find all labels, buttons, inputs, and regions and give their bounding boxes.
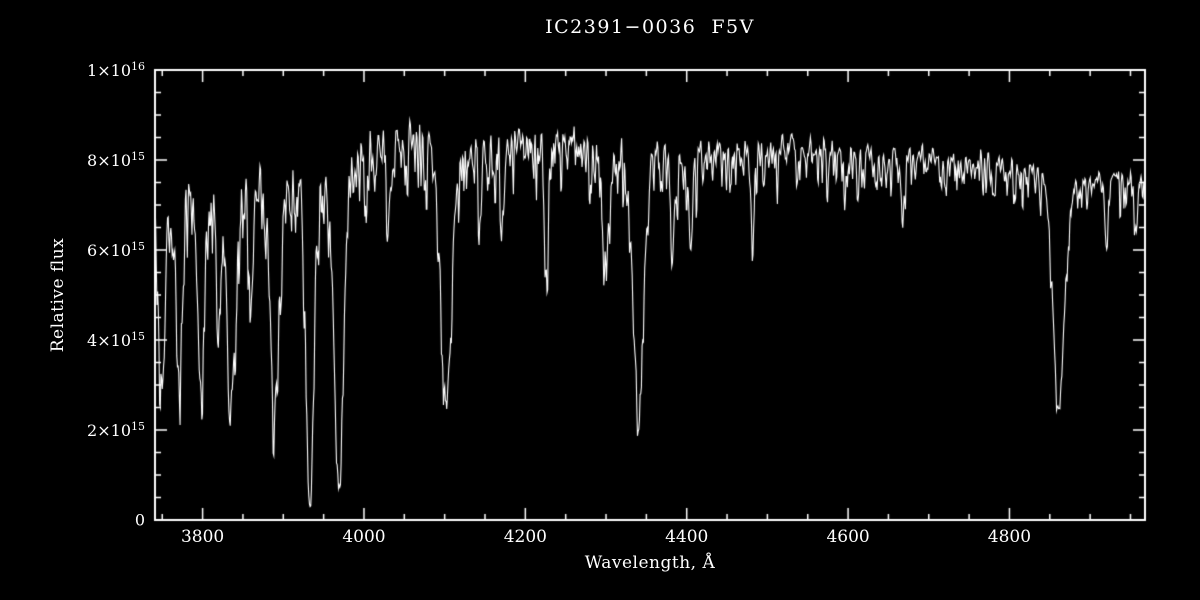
x-tick-label: 4800 <box>987 527 1032 547</box>
y-tick-label: 2×1015 <box>87 419 145 441</box>
y-tick-exponent: 15 <box>131 149 145 163</box>
y-tick-exponent: 16 <box>131 59 145 73</box>
x-tick-label: 4200 <box>503 527 547 547</box>
x-tick-label: 4400 <box>665 527 709 547</box>
y-tick-label: 1×1016 <box>87 59 145 81</box>
y-tick-exponent: 15 <box>131 239 145 253</box>
chart-title: IC2391−0036 F5V <box>545 16 755 38</box>
y-tick-label: 0 <box>134 510 145 530</box>
x-tick-label: 4000 <box>342 527 386 547</box>
y-tick-exponent: 15 <box>131 419 145 433</box>
y-tick-label: 4×1015 <box>87 329 145 351</box>
y-tick-exponent: 15 <box>131 329 145 343</box>
y-tick-label: 6×1015 <box>87 239 145 261</box>
x-tick-label: 4600 <box>826 527 870 547</box>
x-axis-label: Wavelength, Å <box>584 553 716 573</box>
x-tick-label: 3800 <box>180 527 225 547</box>
y-tick-label: 8×1015 <box>87 149 145 171</box>
